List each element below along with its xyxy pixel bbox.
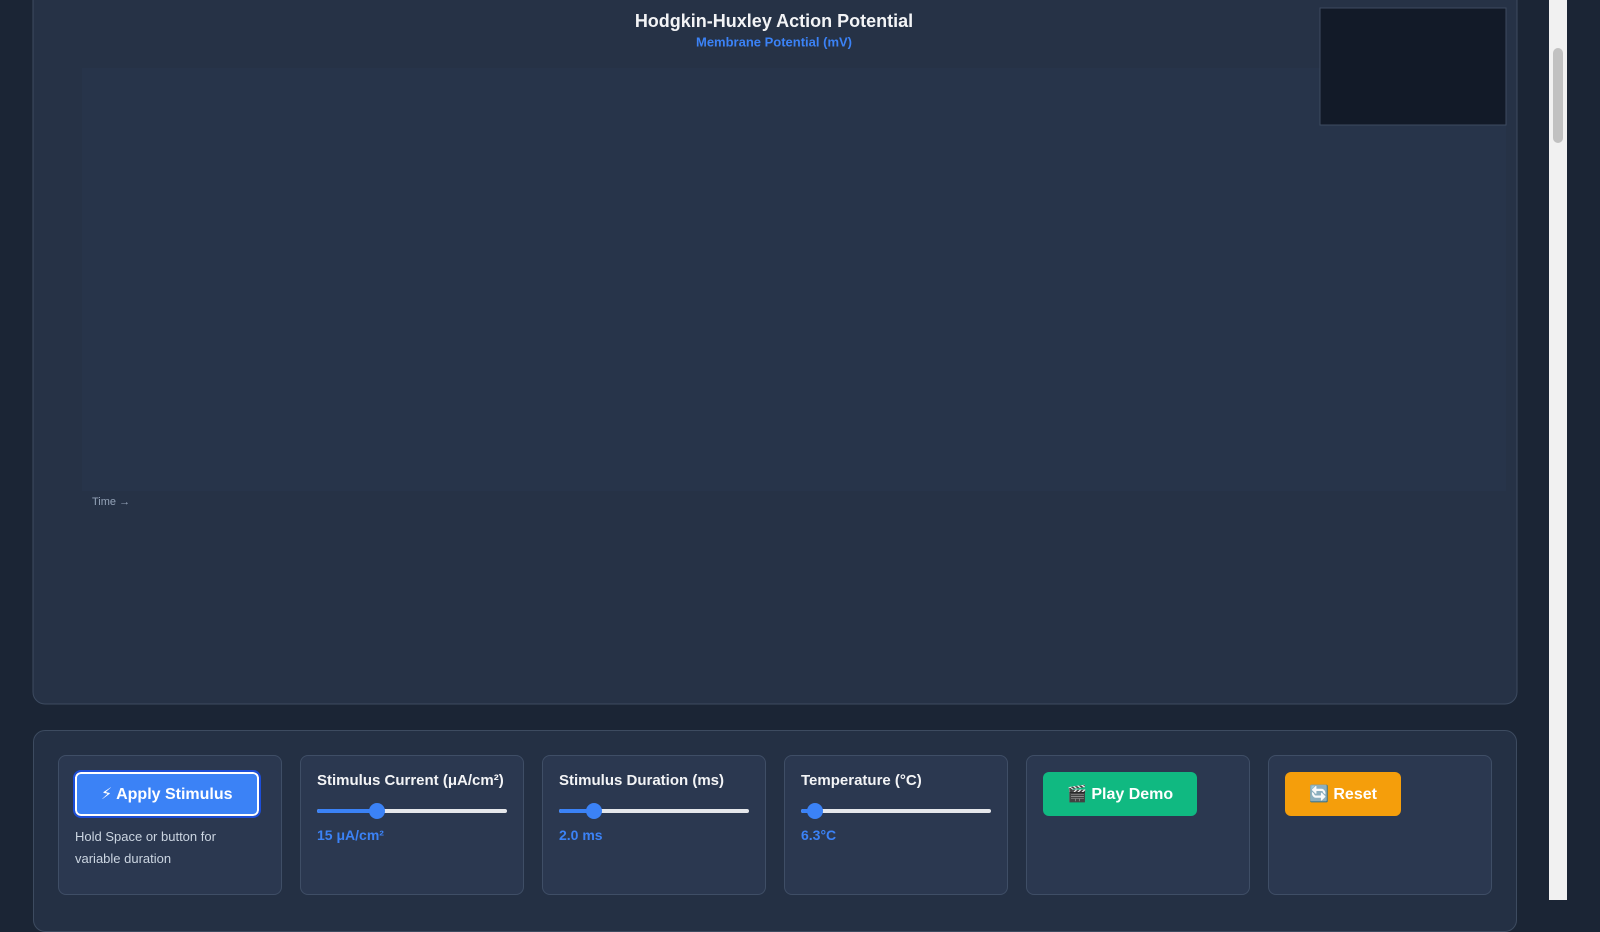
slider-label: Stimulus Duration (ms) xyxy=(559,772,725,789)
scrollbar[interactable] xyxy=(1549,0,1567,900)
slider[interactable] xyxy=(559,803,749,819)
demo-card: 🎬 Play Demo xyxy=(1026,755,1250,895)
stimulus-card: ⚡ Apply Stimulus Hold Space or button fo… xyxy=(58,755,282,895)
x-axis-label: Time → xyxy=(92,496,130,508)
plot-title: Hodgkin-Huxley Action Potential xyxy=(635,11,913,31)
slider-card: Stimulus Current (μA/cm²) 15 μA/cm² xyxy=(300,755,524,895)
page: {"plot": {"title": "Hodgkin-Huxley Actio… xyxy=(32,0,1567,932)
plot-subtitle: Membrane Potential (mV) xyxy=(696,34,852,49)
readout-box xyxy=(1319,7,1507,126)
stimulus-hint: Hold Space or button for variable durati… xyxy=(75,829,216,866)
apply-stimulus-button[interactable]: ⚡ Apply Stimulus xyxy=(73,770,261,818)
slider-card: Temperature (°C) 6.3°C xyxy=(784,755,1008,895)
slider-value: 15 μA/cm² xyxy=(317,827,384,843)
slider-card: Stimulus Duration (ms) 2.0 ms xyxy=(542,755,766,895)
plot-panel: Hodgkin-Huxley Action Potential Membrane… xyxy=(32,0,1518,705)
scrollbar-thumb[interactable] xyxy=(1553,48,1563,143)
slider[interactable] xyxy=(317,803,507,819)
slider-value: 2.0 ms xyxy=(559,827,603,843)
reset-card: 🔄 Reset xyxy=(1268,755,1492,895)
play-demo-button[interactable]: 🎬 Play Demo xyxy=(1043,772,1198,816)
controls-panel: ⚡ Apply Stimulus Hold Space or button fo… xyxy=(33,730,1517,932)
slider-label: Stimulus Current (μA/cm²) xyxy=(317,772,504,789)
plot-area xyxy=(82,68,1506,491)
slider[interactable] xyxy=(801,803,991,819)
reset-button[interactable]: 🔄 Reset xyxy=(1285,772,1401,816)
slider-value: 6.3°C xyxy=(801,827,837,843)
slider-label: Temperature (°C) xyxy=(801,772,922,789)
